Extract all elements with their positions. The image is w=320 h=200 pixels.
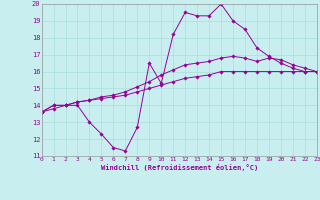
X-axis label: Windchill (Refroidissement éolien,°C): Windchill (Refroidissement éolien,°C) bbox=[100, 164, 258, 171]
